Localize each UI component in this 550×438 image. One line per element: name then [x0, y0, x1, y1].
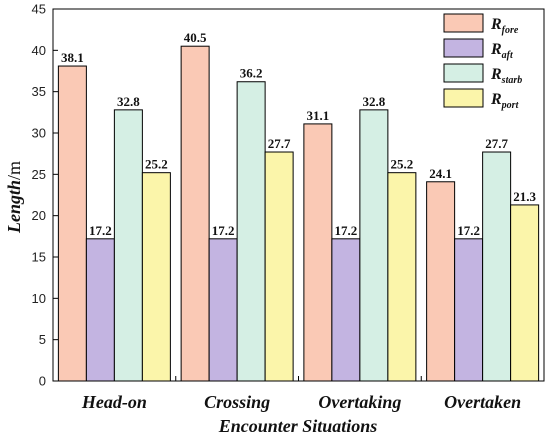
- bar-fore: [426, 181, 456, 382]
- legend-swatch-port: [443, 88, 484, 108]
- y-axis-title-main: Length: [4, 180, 24, 234]
- bar-fore: [180, 45, 210, 382]
- legend-label-fore: Rfore: [490, 16, 519, 36]
- y-tick-label: 45: [32, 2, 46, 17]
- x-axis-title: Encounter Situations: [218, 416, 378, 436]
- bars-layer: [57, 45, 540, 382]
- bar-port: [387, 172, 417, 382]
- bar-fore: [57, 65, 87, 382]
- y-tick-label: 25: [32, 167, 46, 182]
- y-tick-label: 35: [32, 84, 46, 99]
- bar-aft: [454, 238, 484, 382]
- y-tick-label: 0: [39, 374, 46, 389]
- data-label-starb: 27.7: [485, 136, 508, 151]
- data-label-port: 27.7: [268, 136, 291, 151]
- bar-port: [510, 204, 540, 382]
- data-labels-layer: 38.1 17.2 32.8 25.2 40.5 17.2 36.2 27.7 31.1 17.2…: [61, 30, 537, 238]
- bar-starb: [482, 151, 512, 382]
- bar-aft: [85, 238, 115, 382]
- data-label-aft: 17.2: [89, 223, 112, 238]
- bar-port: [264, 151, 294, 382]
- y-tick-label: 20: [32, 208, 46, 223]
- y-tick-label: 10: [32, 291, 46, 306]
- data-label-fore: 38.1: [61, 50, 84, 65]
- bar-port: [141, 172, 171, 382]
- legend-swatch-aft: [443, 38, 484, 58]
- x-category-label: Crossing: [204, 392, 270, 412]
- data-label-fore: 40.5: [184, 30, 207, 45]
- bar-fore: [303, 123, 333, 382]
- legend-label-aft: Raft: [490, 41, 514, 61]
- data-label-starb: 32.8: [117, 94, 140, 109]
- bar-starb: [113, 109, 143, 382]
- legend-swatch-starb: [443, 63, 484, 83]
- data-label-aft: 17.2: [335, 223, 358, 238]
- legend: Rfore Raft Rstarb Rport: [443, 13, 522, 111]
- bar-starb: [359, 109, 389, 382]
- legend-label-port: Rport: [490, 91, 520, 111]
- data-label-port: 25.2: [145, 157, 168, 172]
- y-axis-title-unit: /m: [4, 161, 24, 180]
- bar-starb: [236, 81, 266, 382]
- data-label-port: 21.3: [513, 189, 536, 204]
- x-category-label: Overtaking: [318, 392, 401, 412]
- data-label-starb: 36.2: [240, 66, 263, 81]
- data-label-starb: 32.8: [363, 94, 386, 109]
- data-label-fore: 31.1: [307, 108, 330, 123]
- y-axis: 0 5 10 15 20 25 30 35 40 45: [32, 2, 58, 389]
- x-category-label: Overtaken: [444, 392, 521, 412]
- y-tick-label: 30: [32, 126, 46, 141]
- data-label-port: 25.2: [391, 157, 414, 172]
- bar-aft: [331, 238, 361, 382]
- x-axis: Head-on Crossing Overtaking Overtaken: [81, 376, 521, 412]
- data-label-aft: 17.2: [212, 223, 235, 238]
- y-axis-title: Length/m: [4, 161, 24, 234]
- y-tick-label: 5: [39, 332, 46, 347]
- legend-swatch-fore: [443, 13, 484, 33]
- data-label-fore: 24.1: [429, 166, 452, 181]
- legend-label-starb: Rstarb: [490, 66, 522, 86]
- data-label-aft: 17.2: [457, 223, 480, 238]
- x-category-label: Head-on: [81, 392, 147, 412]
- y-tick-label: 15: [32, 250, 46, 265]
- y-tick-label: 40: [32, 43, 46, 58]
- bar-aft: [208, 238, 238, 382]
